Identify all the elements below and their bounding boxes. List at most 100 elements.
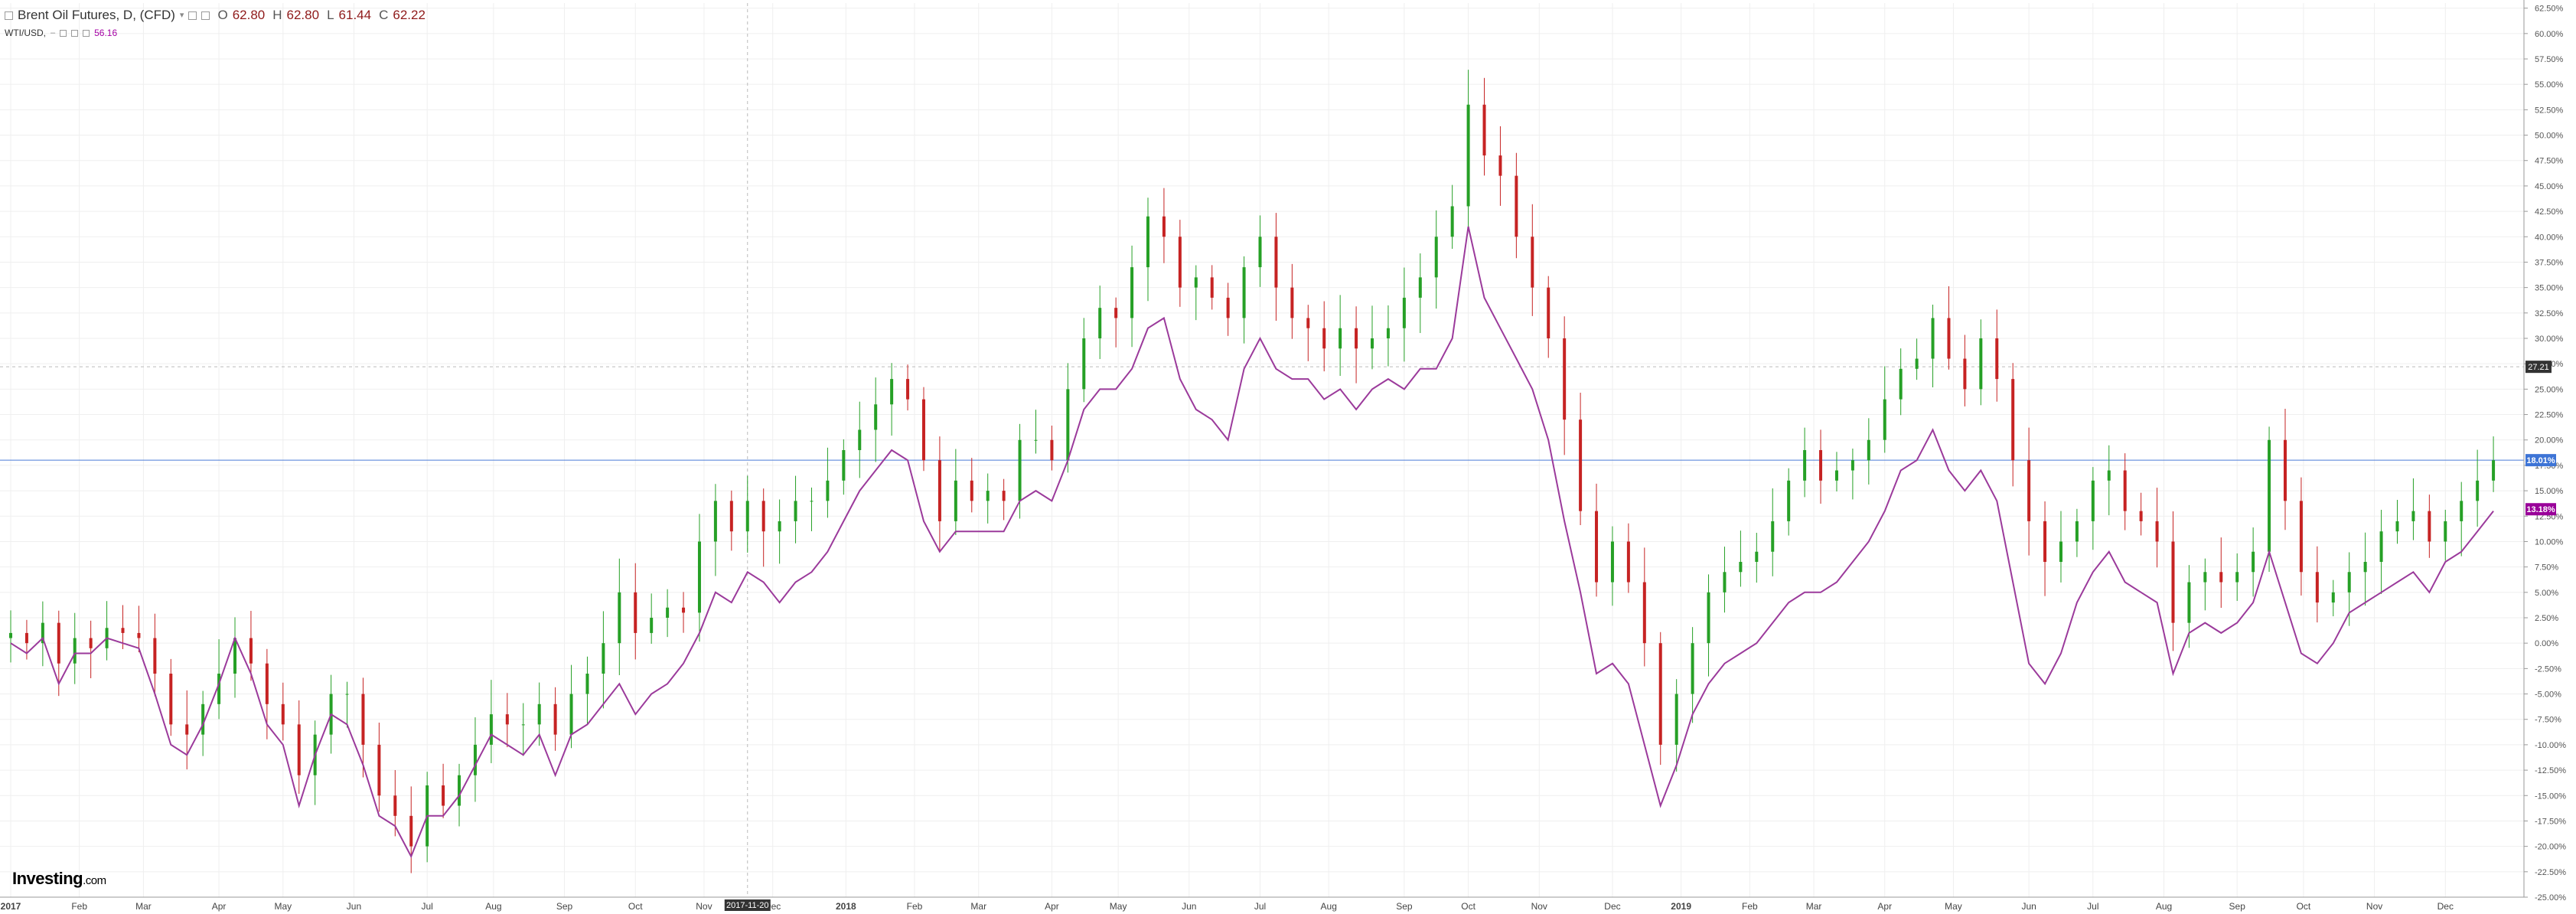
x-tick-label: Jul xyxy=(1254,901,1266,912)
candle-body xyxy=(409,815,413,847)
x-tick-label: Aug xyxy=(2156,901,2172,912)
candle-body xyxy=(1674,694,1678,745)
candle-body xyxy=(858,429,862,450)
x-tick-label: Sep xyxy=(1396,901,1413,912)
candle-body xyxy=(281,703,285,725)
candle-body xyxy=(442,785,445,806)
candle-body xyxy=(537,703,541,725)
open-label: O xyxy=(217,8,228,22)
y-tick-label: -10.00% xyxy=(2535,741,2566,750)
candle-body xyxy=(1242,267,1246,318)
candle-body xyxy=(1547,287,1550,338)
settings-box-icon[interactable] xyxy=(188,11,197,20)
x-tick-label: Mar xyxy=(135,901,152,912)
candle-body xyxy=(1130,267,1134,318)
x-tick-label: Jun xyxy=(347,901,361,912)
crosshair xyxy=(0,3,2524,897)
candle-body xyxy=(1610,541,1614,583)
chevron-down-icon[interactable]: ▾ xyxy=(179,11,184,20)
y-tick-label: 0.00% xyxy=(2535,639,2558,648)
candle-body xyxy=(1850,460,1854,471)
compare-chevron-icon[interactable]: – xyxy=(51,28,56,38)
y-tick-label: 50.00% xyxy=(2535,132,2564,141)
candle-body xyxy=(9,632,12,638)
investing-logo: Investing.com xyxy=(12,869,106,889)
x-tick-label: Oct xyxy=(628,901,643,912)
x-tick-label: Nov xyxy=(2366,901,2382,912)
x-tick-label: May xyxy=(1945,901,1962,912)
candle-body xyxy=(1066,389,1070,461)
x-tick-label: Apr xyxy=(1045,901,1059,912)
candle-body xyxy=(2075,521,2079,542)
x-tick-label: Oct xyxy=(2297,901,2311,912)
candle-body xyxy=(1787,480,1791,521)
candle-body xyxy=(2059,541,2062,562)
collapse-icon[interactable] xyxy=(5,11,13,20)
candle-body xyxy=(1018,439,1022,501)
crosshair-value-label: 27.21 xyxy=(2528,363,2549,372)
y-tick-label: -5.00% xyxy=(2535,690,2561,700)
candle-body xyxy=(73,638,77,664)
candle-body xyxy=(2268,439,2271,552)
candle-body xyxy=(618,592,621,644)
candle-body xyxy=(169,674,173,725)
candle-body xyxy=(1723,572,1727,592)
candle-body xyxy=(473,744,477,775)
candle-body xyxy=(1322,328,1326,349)
x-tick-label: Nov xyxy=(696,901,712,912)
close-box-icon[interactable] xyxy=(201,11,210,20)
x-tick-label: Mar xyxy=(1806,901,1822,912)
candle-body xyxy=(1402,297,1406,328)
candle-body xyxy=(1274,237,1278,288)
candle-body xyxy=(2379,531,2383,562)
crosshair-date-label: 2017-11-20 xyxy=(726,901,768,910)
grid xyxy=(0,3,2524,898)
candle-body xyxy=(297,724,301,775)
candle-body xyxy=(2252,551,2255,573)
brent-last-badge xyxy=(2525,454,2556,467)
candle-body xyxy=(2091,480,2095,521)
candle-body xyxy=(1963,358,1967,390)
x-tick-label: Sep xyxy=(2229,901,2246,912)
candle-body xyxy=(249,638,253,664)
y-tick-label: 25.00% xyxy=(2535,385,2564,394)
y-tick-label: -2.50% xyxy=(2535,664,2561,674)
y-tick-label: 30.00% xyxy=(2535,335,2564,344)
candle-body xyxy=(1258,237,1262,268)
y-tick-label: -20.00% xyxy=(2535,843,2566,852)
candle-body xyxy=(729,501,733,532)
compare-settings-icon[interactable] xyxy=(71,29,79,37)
compare-eye-icon[interactable] xyxy=(60,29,67,37)
candle-body xyxy=(2171,541,2175,623)
candle-body xyxy=(1371,338,1374,349)
candle-body xyxy=(1034,439,1038,441)
candle-body xyxy=(1931,318,1935,359)
candle-body xyxy=(2011,379,2015,461)
open-value: 62.80 xyxy=(232,8,266,22)
candle-body xyxy=(778,521,781,532)
candle-body xyxy=(1002,491,1006,501)
candle-body xyxy=(794,501,797,521)
candle-body xyxy=(1339,328,1342,349)
x-tick-label: Dec xyxy=(2437,901,2454,912)
compare-close-icon[interactable] xyxy=(83,29,90,37)
low-label: L xyxy=(327,8,334,22)
y-tick-label: 60.00% xyxy=(2535,30,2564,39)
y-tick-label: -25.00% xyxy=(2535,893,2566,903)
candle-body xyxy=(393,795,397,816)
candle-body xyxy=(24,632,28,644)
candle-body xyxy=(89,638,93,648)
candle-body xyxy=(2027,460,2031,521)
x-tick-label: 2017 xyxy=(1,901,21,912)
candle-body xyxy=(986,491,990,501)
y-tick-label: 57.50% xyxy=(2535,55,2564,64)
candle-body xyxy=(1434,237,1438,278)
candle-body xyxy=(1418,277,1422,298)
compare-series-value: 56.16 xyxy=(94,28,118,38)
x-tick-label: 2018 xyxy=(836,901,856,912)
candle-body xyxy=(921,399,925,461)
y-tick-label: 7.50% xyxy=(2535,563,2558,573)
x-tick-label: Mar xyxy=(970,901,986,912)
candle-body xyxy=(137,632,141,638)
